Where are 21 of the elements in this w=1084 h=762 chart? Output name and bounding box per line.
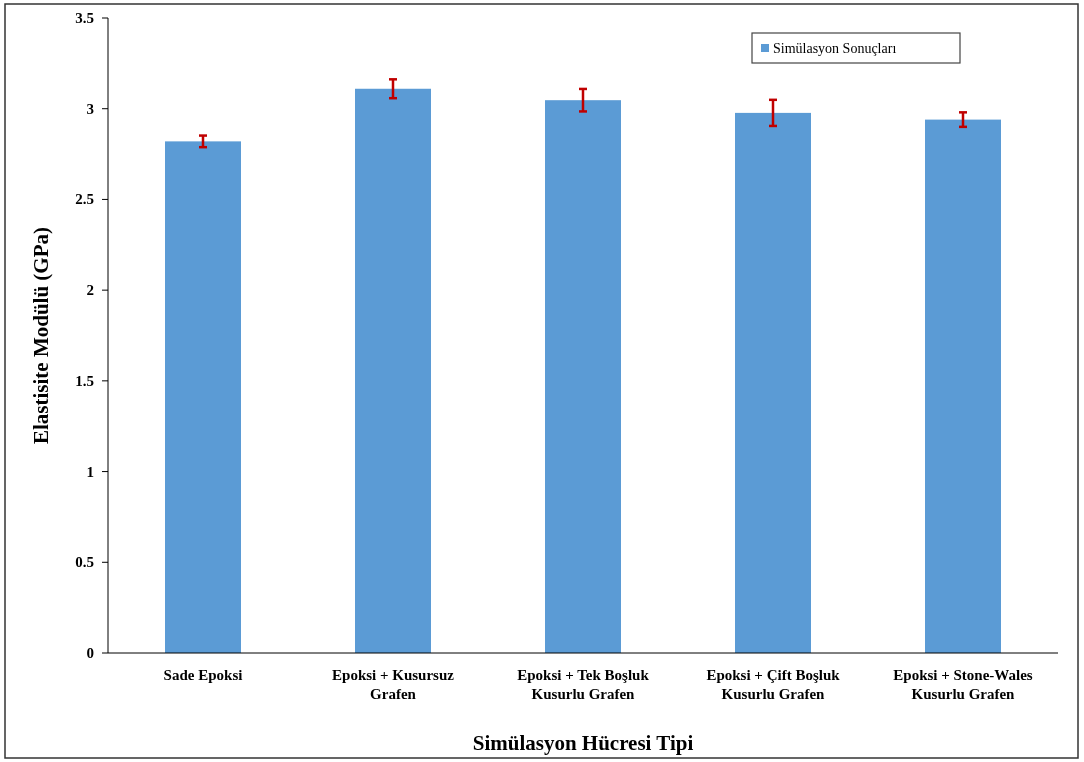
y-axis-title: Elastisite Modülü (GPa) — [29, 226, 53, 445]
x-tick-label: Epoksi + Kusursuz Grafen — [332, 667, 455, 702]
x-tick-label: Epoksi + Tek Boşluk Kusurlu Grafen — [517, 667, 650, 702]
bar — [545, 100, 621, 653]
bar — [355, 88, 431, 653]
x-axis-title: Simülasyon Hücresi Tipi — [472, 731, 694, 755]
y-tick-label: 3 — [86, 100, 94, 117]
y-tick-label: 2 — [86, 282, 94, 299]
y-tick-label: 1.5 — [75, 372, 94, 389]
y-tick-label: 0.5 — [75, 554, 94, 571]
y-tick-label: 1 — [86, 463, 94, 480]
x-tick-label: Epoksi + Çift Boşluk Kusurlu Grafen — [706, 667, 841, 702]
bar — [735, 112, 811, 653]
y-tick-label: 2.5 — [75, 191, 94, 208]
y-tick-label: 3.5 — [75, 10, 94, 26]
bar — [165, 141, 241, 653]
x-tick-label: Epoksi + Stone-Wales Kusurlu Grafen — [893, 667, 1033, 702]
legend-label: Simülasyon Sonuçları — [773, 41, 897, 56]
bar — [925, 119, 1001, 653]
x-tick-label: Sade Epoksi — [163, 667, 243, 683]
y-tick-label: 0 — [86, 645, 94, 661]
